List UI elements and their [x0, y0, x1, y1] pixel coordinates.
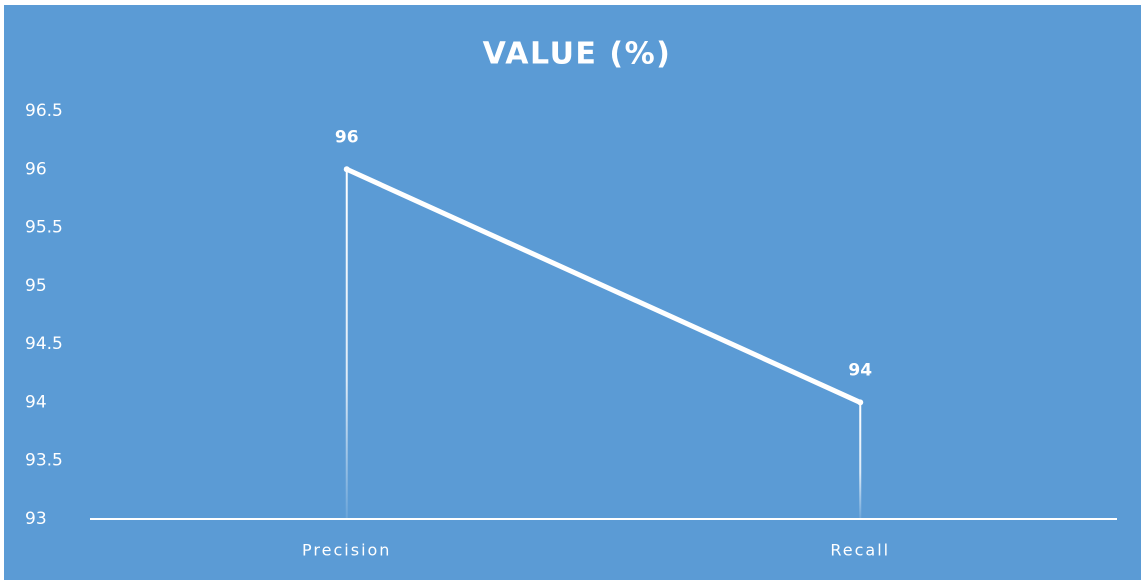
- y-tick-label: 94: [25, 392, 47, 412]
- y-tick-label: 95: [25, 276, 47, 296]
- point: [343, 166, 350, 173]
- data-label: 94: [848, 360, 872, 380]
- chart-background: [4, 5, 1141, 580]
- x-tick-label: Precision: [302, 541, 391, 560]
- drop-line: [859, 402, 862, 519]
- y-tick-label: 94.5: [25, 334, 63, 354]
- y-tick-label: 93.5: [25, 451, 63, 471]
- line: [344, 166, 863, 405]
- point: [857, 399, 864, 406]
- y-tick-label: 93: [25, 509, 47, 529]
- y-tick-label: 95.5: [25, 218, 63, 238]
- x-tick-label: Recall: [830, 541, 890, 560]
- drop-line: [345, 169, 348, 520]
- data-label: 96: [335, 127, 359, 147]
- y-tick-label: 96.5: [25, 101, 63, 121]
- chart-title: VALUE (%): [483, 37, 672, 72]
- y-tick-label: 96: [25, 159, 47, 179]
